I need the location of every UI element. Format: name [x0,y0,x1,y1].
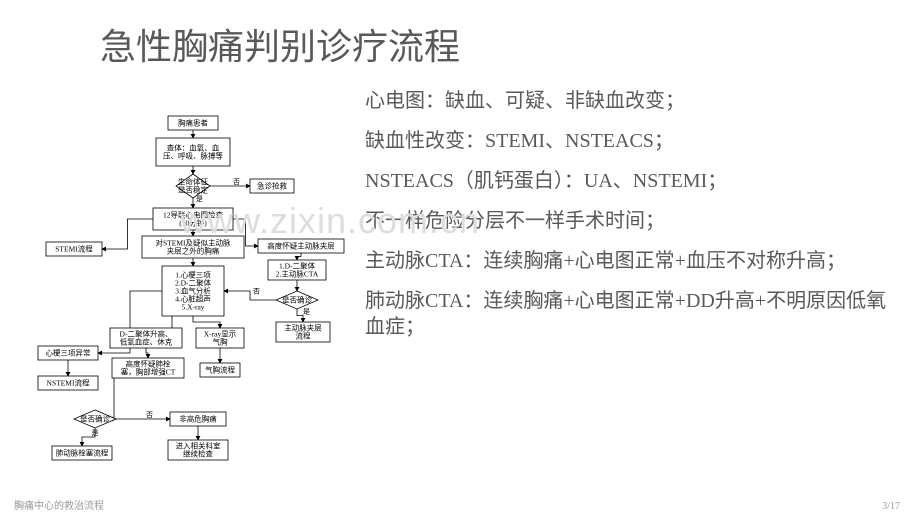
svg-text:否: 否 [253,288,260,296]
svg-text:流程: 流程 [296,331,311,341]
page-title: 急性胸痛判别诊疗流程 [100,18,460,70]
flowchart-region: 否是是否是否胸痛患者查体：血氧、血压、呼吸、脉搏等生命体征是否稳定急诊抢救12导… [28,88,348,488]
page-number: 3/17 [882,501,900,512]
svg-text:是否确诊: 是否确诊 [282,295,312,305]
svg-text:NSTEMI流程: NSTEMI流程 [47,378,90,388]
svg-text:气胸: 气胸 [213,337,228,347]
svg-text:是: 是 [92,429,99,437]
bullet-item: 主动脉CTA：连续胸痛+心电图正常+血压不对称升高； [365,248,905,274]
svg-text:低氧血症、休克: 低氧血症、休克 [120,337,173,347]
svg-text:肺动脉栓塞流程: 肺动脉栓塞流程 [56,448,109,458]
footer-text: 胸痛中心的救治流程 [14,497,104,512]
svg-text:气胸流程: 气胸流程 [205,365,235,375]
svg-text:2.主动脉CTA: 2.主动脉CTA [276,269,319,279]
svg-text:否: 否 [233,178,240,186]
svg-text:高度怀疑主动脉夹层: 高度怀疑主动脉夹层 [267,241,335,251]
svg-text:继续检查: 继续检查 [183,449,213,459]
bullet-item: NSTEACS（肌钙蛋白）：UA、NSTEMI； [365,168,905,194]
svg-text:非高危胸痛: 非高危胸痛 [179,414,217,424]
svg-text:是否确诊: 是否确诊 [80,414,110,424]
svg-text:压、呼吸、脉搏等: 压、呼吸、脉搏等 [163,151,223,161]
svg-text:塞，胸部增强CT: 塞，胸部增强CT [121,367,176,377]
svg-text:心梗三项异常: 心梗三项异常 [46,348,91,358]
flowchart-svg: 否是是否是否胸痛患者查体：血氧、血压、呼吸、脉搏等生命体征是否稳定急诊抢救12导… [28,88,348,488]
svg-text:是: 是 [303,308,310,316]
bullet-list: 心电图：缺血、可疑、非缺血改变； 缺血性改变：STEMI、NSTEACS； NS… [365,88,905,354]
bullet-item: 不一样危险分层不一样手术时间； [365,208,905,234]
svg-text:STEMI流程: STEMI流程 [55,244,93,254]
bullet-item: 缺血性改变：STEMI、NSTEACS； [365,128,905,154]
bullet-item: 心电图：缺血、可疑、非缺血改变； [365,88,905,114]
bullet-item: 肺动脉CTA：连续胸痛+心电图正常+DD升高+不明原因低氧血症； [365,288,905,340]
svg-text:5.X-ray: 5.X-ray [181,303,204,312]
svg-text:否: 否 [146,411,153,419]
svg-text:是: 是 [196,195,203,203]
svg-text:急诊抢救: 急诊抢救 [257,181,287,191]
svg-text:是否稳定: 是否稳定 [178,185,208,195]
svg-text:胸痛患者: 胸痛患者 [178,118,208,128]
svg-text:(10分钟): (10分钟) [179,218,207,228]
svg-text:夹层之外的胸痛: 夹层之外的胸痛 [167,246,220,256]
